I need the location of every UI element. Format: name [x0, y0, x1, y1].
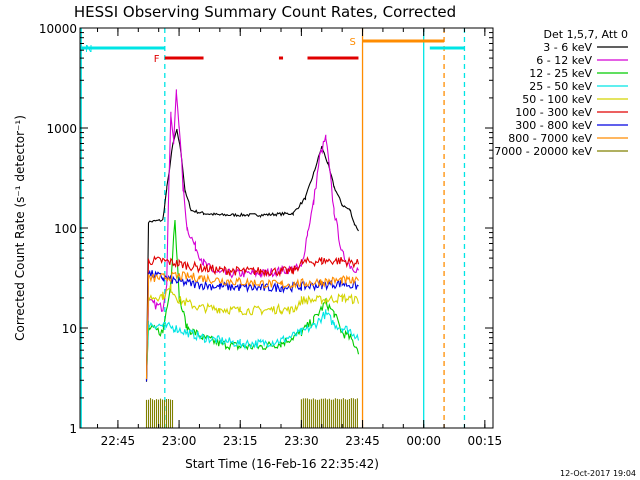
chart-title: HESSI Observing Summary Count Rates, Cor… [74, 3, 456, 21]
series-line [145, 89, 359, 379]
legend-entry-label: 7000 - 20000 keV [494, 145, 592, 158]
x-tick-label: 23:45 [345, 434, 380, 448]
timestamp-label: 12-Oct-2017 19:04 [560, 469, 636, 478]
plot-area: N F S [80, 28, 466, 428]
series-9 [145, 398, 358, 428]
legend-entry-label: 25 - 50 keV [529, 80, 592, 93]
axes: 22:45 23:00 23:15 23:30 23:45 00:00 00:15 1 10 10… [39, 22, 502, 448]
y-tick-label: 10 [62, 322, 77, 336]
series-1 [145, 128, 359, 382]
legend-entry-label: 50 - 100 keV [522, 93, 592, 106]
legend-entry-label: 3 - 6 keV [543, 41, 592, 54]
series-line [145, 269, 359, 382]
legend-entry-label: 800 - 7000 keV [508, 132, 592, 145]
legend-entry-label: 6 - 12 keV [536, 54, 592, 67]
x-tick-label: 23:00 [162, 434, 197, 448]
series-8 [145, 271, 359, 380]
y-tick-label: 1 [69, 422, 77, 436]
series-line [145, 255, 360, 381]
series-7 [145, 269, 359, 382]
legend-title: Det 1,5,7, Att 0 [544, 28, 628, 41]
x-tick-label: 23:15 [223, 434, 258, 448]
x-tick-label: 23:30 [284, 434, 319, 448]
x-tick-label: 00:15 [468, 434, 503, 448]
flag-letter-s: S [350, 37, 356, 48]
y-tick-label: 100 [54, 222, 77, 236]
y-tick-label: 1000 [46, 122, 77, 136]
legend-entry-label: 100 - 300 keV [515, 106, 592, 119]
series-5 [145, 284, 360, 377]
x-tick-label: 22:45 [101, 434, 136, 448]
series-line [145, 309, 360, 380]
series-4 [145, 309, 360, 380]
series-line [145, 128, 359, 382]
legend-entry-label: 300 - 800 keV [515, 119, 592, 132]
flag-letter-f: F [154, 54, 160, 65]
plot-frame [79, 27, 494, 429]
series-line [145, 284, 360, 377]
y-tick-label: 10000 [39, 22, 77, 36]
series-line [145, 271, 359, 380]
y-axis-label: Corrected Count Rate (s⁻¹ detector⁻¹) [13, 115, 27, 341]
series-2 [145, 89, 359, 379]
series-ticks [145, 398, 358, 428]
x-tick-label: 00:00 [406, 434, 441, 448]
x-axis-label: Start Time (16-Feb-16 22:35:42) [185, 457, 379, 471]
legend-entry-label: 12 - 25 keV [529, 67, 592, 80]
series-6 [145, 255, 360, 381]
flag-letter-n: N [85, 44, 92, 55]
